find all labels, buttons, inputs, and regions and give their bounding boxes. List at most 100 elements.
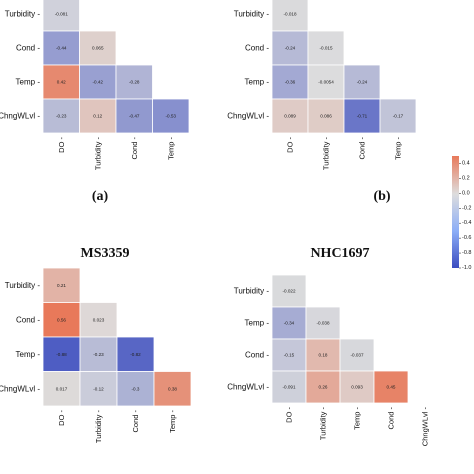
heatmap-cell [271, 98, 309, 134]
x-tick-label: Turbidity - [319, 406, 328, 440]
heatmap-cell [42, 64, 80, 100]
heatmap-cell [379, 98, 417, 134]
y-tick-label: Temp - [16, 78, 41, 87]
colorbar-tick-label: 0.2 [462, 175, 470, 181]
heatmap-cell [79, 64, 117, 100]
cell-value-label: 0.089 [284, 114, 296, 119]
colorbar-ticks: 0.4 0.2 0.0 -0.2 -0.4 -0.6 -0.8 -1.0 [459, 160, 471, 271]
cell-value-label: -0.42 [93, 80, 104, 85]
x-tick-label: Turbidity - [94, 409, 103, 443]
cell-value-label: -0.3 [132, 386, 140, 391]
heatmap-cell [42, 30, 80, 66]
cell-value-label: -0.038 [316, 321, 329, 326]
colorbar-tick-label: 0.0 [462, 190, 470, 196]
heatmap-cell [305, 338, 341, 372]
cell-value-label: -0.34 [284, 321, 295, 326]
cell-value-label: -0.24 [357, 80, 368, 85]
x-tick-label: Cond - [387, 407, 396, 430]
cell-value-label: -0.0054 [318, 80, 334, 85]
x-tick-label: DO - [57, 137, 66, 153]
heatmap-cell [79, 336, 118, 372]
cell-value-label: 0.42 [57, 80, 66, 85]
x-tick-label: Temp - [166, 136, 175, 159]
colorbar-tick-label: -0.6 [462, 235, 471, 241]
heatmap-cell [307, 30, 345, 66]
cell-value-label: 0.38 [168, 386, 177, 391]
cell-value-label: -0.081 [55, 12, 68, 17]
cell-value-label: -0.018 [283, 12, 296, 17]
x-tick-label: Cond - [358, 137, 367, 160]
colorbar-tick-label: -0.8 [462, 250, 471, 256]
heatmap-panel-4: -0.022 -0.34 -0.038 -0.15 0.18 -0.037 -0.091 0.… [227, 246, 429, 446]
cell-value-label: -0.037 [350, 353, 363, 358]
cell-value-label: 0.12 [93, 114, 102, 119]
heatmap-cell [153, 371, 192, 407]
cell-value-label: 0.21 [57, 283, 66, 288]
cell-value-label: 0.093 [351, 385, 363, 390]
x-tick-label: Temp - [168, 409, 177, 432]
heatmap-panel-2: -0.018 -0.24 -0.015 -0.36 -0.0054 -0.24 0.089 0… [227, 0, 417, 204]
heatmap-panel-3: 0.21 0.56 0.023 -0.88 -0.23 -0.82 0.017 -0.12 -0… [0, 246, 192, 443]
cell-value-label: -0.17 [393, 114, 404, 119]
y-tick-label: Cond - [16, 315, 40, 324]
cell-value-label: -0.15 [284, 353, 295, 358]
panel-caption: (b) [373, 189, 390, 204]
heatmap-cell [116, 371, 155, 407]
cell-value-label: -0.82 [130, 352, 141, 357]
colorbar: 0.4 0.2 0.0 -0.2 -0.4 -0.6 -0.8 -1.0 [452, 156, 471, 271]
x-tick-label: DO - [57, 410, 66, 426]
cell-value-label: -0.44 [56, 46, 67, 51]
heatmap-panel-1: -0.081 -0.44 0.065 0.42 -0.42 -0.28 -0.23 0.12 -… [0, 0, 190, 204]
heatmap-cell [271, 370, 307, 404]
heatmap-cell [79, 302, 118, 338]
cell-value-label: -0.36 [285, 80, 296, 85]
heatmap-cell [42, 302, 81, 338]
heatmap-cell [271, 274, 307, 308]
heatmap-cell [42, 98, 80, 134]
panel-title: NHC1697 [310, 246, 369, 261]
heatmap-cell [42, 267, 81, 303]
heatmap-cell [373, 370, 409, 404]
cell-value-label: 0.56 [57, 317, 66, 322]
y-tick-label: ChngWLvl - [227, 383, 269, 392]
y-tick-label: Turbidity - [234, 287, 270, 296]
y-tick-label: Cond - [245, 351, 269, 360]
cell-value-label: 0.18 [319, 353, 328, 358]
panel-caption: (a) [92, 189, 109, 204]
cell-value-label: 0.023 [93, 317, 105, 322]
colorbar-tick-label: 0.4 [462, 160, 470, 166]
x-tick-label: ChngWLvl - [421, 407, 430, 447]
heatmap-cell [115, 64, 153, 100]
x-tick-label: Temp - [353, 406, 362, 429]
cell-value-label: -0.28 [129, 80, 140, 85]
cell-value-label: 0.26 [319, 385, 328, 390]
heatmap-cell [42, 0, 80, 32]
colorbar-tick-label: -0.4 [462, 220, 471, 226]
y-tick-label: ChngWLvl - [227, 112, 269, 121]
y-tick-label: Temp - [245, 78, 270, 87]
heatmap-cell [152, 98, 190, 134]
heatmap-cell [42, 371, 81, 407]
y-tick-label: Turbidity - [234, 10, 270, 19]
panel-title: MS3359 [81, 246, 130, 261]
colorbar-tick-label: -1.0 [462, 265, 471, 271]
cell-value-label: 0.017 [56, 386, 68, 391]
y-tick-label: Cond - [16, 44, 40, 53]
heatmap-cell [79, 371, 118, 407]
heatmap-cell [271, 338, 307, 372]
cell-value-label: -0.47 [129, 114, 140, 119]
cell-value-label: -0.015 [319, 46, 332, 51]
colorbar-gradient [452, 156, 459, 268]
y-tick-label: Temp - [16, 350, 41, 359]
y-tick-label: ChngWLvl - [0, 112, 40, 121]
y-tick-label: Cond - [245, 44, 269, 53]
cell-value-label: -0.12 [93, 386, 104, 391]
x-tick-label: Temp - [394, 136, 403, 159]
cell-value-label: -0.022 [282, 289, 295, 294]
heatmap-cell [343, 98, 381, 134]
cell-value-label: 0.086 [320, 114, 332, 119]
heatmap-cell [343, 64, 381, 100]
cell-value-label: -0.24 [285, 46, 296, 51]
cell-value-label: 0.065 [92, 46, 104, 51]
